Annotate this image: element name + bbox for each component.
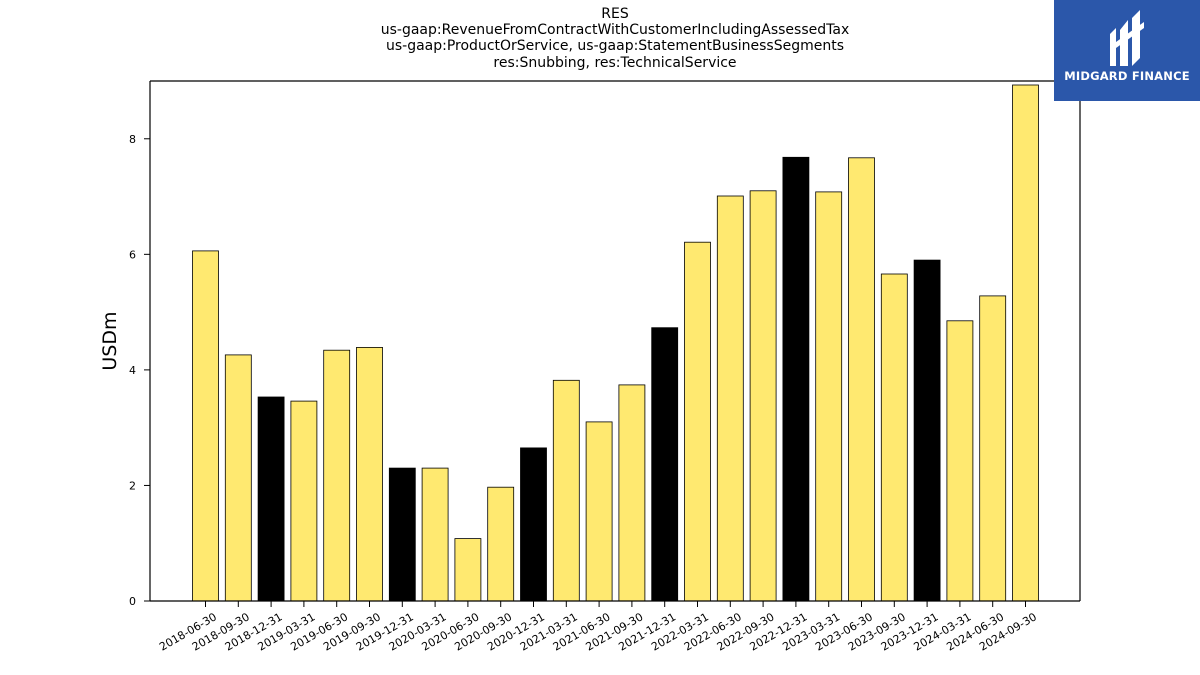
chart-title: RES us-gaap:RevenueFromContractWithCusto…: [150, 6, 1080, 71]
bar-2023-09-30: [880, 273, 908, 602]
bar-2020-09-30: [487, 486, 515, 602]
bar-2018-12-31: [257, 396, 285, 602]
y-tick-label: 2: [129, 479, 136, 492]
y-tick-label: 6: [129, 248, 136, 261]
bar-2021-12-31: [651, 327, 679, 602]
midgard-logo-icon: [1110, 10, 1144, 66]
bar-2022-06-30: [716, 195, 744, 602]
bar-2021-06-30: [585, 421, 613, 602]
bar-2024-06-30: [979, 295, 1007, 602]
bar-2023-03-31: [815, 191, 843, 602]
bar-2022-03-31: [684, 241, 711, 602]
y-tick-label: 0: [129, 595, 136, 608]
bar-2024-03-31: [946, 320, 974, 602]
bar-2019-03-31: [290, 400, 318, 602]
bar-2022-12-31: [782, 156, 810, 602]
bar-2018-06-30: [192, 250, 219, 602]
title-line: us-gaap:ProductOrService, us-gaap:Statem…: [385, 38, 844, 55]
midgard-finance-logo: MIDGARD FINANCE: [1054, 0, 1200, 101]
logo-text: MIDGARD FINANCE: [1064, 69, 1190, 83]
bar-2019-09-30: [356, 346, 383, 602]
bar-2020-06-30: [454, 538, 482, 602]
bar-2022-09-30: [749, 190, 777, 602]
y-tick-label: 4: [129, 364, 136, 377]
y-axis-label: USDm: [99, 311, 121, 370]
bar-2020-03-31: [421, 467, 449, 602]
bar-2020-12-31: [520, 447, 547, 602]
bar-2018-09-30: [224, 354, 252, 602]
bar-2019-06-30: [323, 349, 351, 602]
bar-2023-12-31: [913, 259, 941, 602]
bar-2023-06-30: [848, 157, 875, 602]
title-line: res:Snubbing, res:TechnicalService: [493, 54, 737, 71]
bar-2021-09-30: [618, 384, 646, 602]
bar-2019-12-31: [388, 467, 416, 602]
bar-2024-09-30: [1012, 84, 1039, 602]
y-tick-label: 8: [129, 133, 136, 146]
title-line: us-gaap:RevenueFromContractWithCustomerI…: [380, 22, 850, 39]
bar-2021-03-31: [552, 379, 580, 602]
title-line: RES: [601, 6, 629, 22]
